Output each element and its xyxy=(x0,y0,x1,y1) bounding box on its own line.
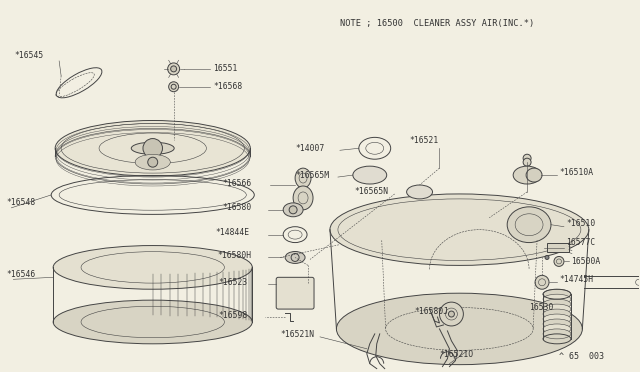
Text: 16551: 16551 xyxy=(214,64,238,73)
Ellipse shape xyxy=(526,168,542,182)
Circle shape xyxy=(148,157,157,167)
Ellipse shape xyxy=(543,304,571,314)
Text: *16598: *16598 xyxy=(218,311,248,320)
Text: 16500A: 16500A xyxy=(571,257,600,266)
Ellipse shape xyxy=(543,299,571,309)
Text: ^ 65  003: ^ 65 003 xyxy=(559,352,604,361)
Circle shape xyxy=(289,206,297,214)
Circle shape xyxy=(171,66,177,72)
Text: *16523: *16523 xyxy=(218,278,248,287)
Circle shape xyxy=(440,302,463,326)
Ellipse shape xyxy=(543,324,571,334)
Text: *14745H: *14745H xyxy=(559,275,593,284)
Text: *16565M: *16565M xyxy=(295,171,329,180)
Text: *16566: *16566 xyxy=(223,179,252,187)
Circle shape xyxy=(449,311,454,317)
Ellipse shape xyxy=(53,300,252,344)
Circle shape xyxy=(554,256,564,266)
Ellipse shape xyxy=(53,246,252,289)
Text: *16521O: *16521O xyxy=(440,350,474,359)
FancyBboxPatch shape xyxy=(276,277,314,309)
Ellipse shape xyxy=(56,68,102,98)
Ellipse shape xyxy=(295,168,311,188)
Text: *16545: *16545 xyxy=(14,51,44,61)
Text: *14007: *14007 xyxy=(295,144,324,153)
Ellipse shape xyxy=(337,293,582,365)
Text: *16510: *16510 xyxy=(566,219,595,228)
Ellipse shape xyxy=(507,207,551,243)
Text: *14844E: *14844E xyxy=(216,228,250,237)
Ellipse shape xyxy=(543,319,571,329)
Circle shape xyxy=(523,158,531,166)
Ellipse shape xyxy=(55,121,250,176)
Text: *16510A: *16510A xyxy=(559,168,593,177)
Ellipse shape xyxy=(543,294,571,304)
Text: 16577C: 16577C xyxy=(566,238,595,247)
Text: *16546: *16546 xyxy=(6,270,36,279)
Text: NOTE ; 16500  CLEANER ASSY AIR(INC.*): NOTE ; 16500 CLEANER ASSY AIR(INC.*) xyxy=(340,19,534,28)
Ellipse shape xyxy=(293,186,313,210)
Ellipse shape xyxy=(283,203,303,217)
Ellipse shape xyxy=(406,185,433,199)
Ellipse shape xyxy=(353,166,387,184)
Text: 16530: 16530 xyxy=(529,302,554,312)
Circle shape xyxy=(523,154,531,162)
Ellipse shape xyxy=(543,329,571,339)
Text: *16565N: *16565N xyxy=(355,187,389,196)
FancyBboxPatch shape xyxy=(547,243,569,253)
Ellipse shape xyxy=(330,194,589,265)
Ellipse shape xyxy=(135,154,170,170)
Text: *16580: *16580 xyxy=(223,203,252,212)
Text: *16568: *16568 xyxy=(214,82,243,91)
Ellipse shape xyxy=(543,314,571,324)
Ellipse shape xyxy=(543,309,571,319)
Ellipse shape xyxy=(285,251,305,263)
Circle shape xyxy=(143,138,163,158)
Text: *16580H: *16580H xyxy=(218,251,252,260)
Circle shape xyxy=(545,256,549,259)
Ellipse shape xyxy=(513,166,541,184)
Circle shape xyxy=(168,63,180,75)
Text: *16580J: *16580J xyxy=(415,307,449,315)
Text: *16521: *16521 xyxy=(410,136,439,145)
Circle shape xyxy=(535,275,549,289)
Ellipse shape xyxy=(131,142,174,154)
Text: *16521N: *16521N xyxy=(280,330,314,339)
Ellipse shape xyxy=(543,289,571,299)
Text: *16548: *16548 xyxy=(6,198,36,207)
Circle shape xyxy=(169,82,179,92)
